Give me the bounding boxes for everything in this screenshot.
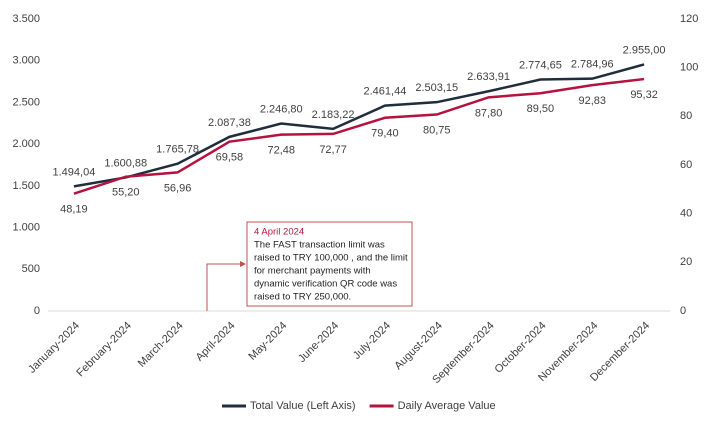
data-label: 2.183,22	[312, 109, 355, 121]
data-label: 2.246,80	[260, 103, 303, 115]
data-label: 2.774,65	[519, 59, 562, 71]
x-tick-label: June-2024	[296, 320, 341, 365]
annotation: 4 April 2024 The FAST transaction limit …	[206, 221, 413, 311]
y-tick-label: 2.500	[12, 96, 40, 108]
y-tick-label: 1.000	[12, 221, 40, 233]
y2-tick-label: 40	[680, 208, 692, 220]
y2-tick-label: 20	[680, 256, 692, 268]
x-tick-label: May-2024	[246, 320, 289, 363]
y2-tick-label: 0	[680, 305, 686, 317]
y-tick-label: 3.500	[12, 13, 40, 25]
annotation-arrow	[240, 261, 246, 267]
x-tick-label: April-2024	[194, 320, 238, 364]
x-tick-label: July-2024	[351, 320, 393, 362]
x-tick-label: January-2024	[26, 320, 82, 376]
data-label: 2.955,00	[623, 44, 666, 56]
data-label: 92,83	[578, 95, 606, 107]
data-label: 72,48	[267, 145, 295, 157]
annotation-box	[246, 221, 413, 307]
legend-label: Total Value (Left Axis)	[250, 400, 356, 412]
data-label: 1.765,78	[156, 144, 199, 156]
x-tick-label: March-2024	[136, 320, 186, 370]
y-tick-label: 0	[34, 305, 40, 317]
data-label: 1.494,04	[53, 166, 96, 178]
y-tick-label: 500	[22, 263, 40, 275]
series-line	[73, 77, 645, 195]
data-label: 56,96	[164, 182, 192, 194]
y2-tick-label: 60	[680, 159, 692, 171]
data-label: 48,19	[60, 204, 88, 216]
annotation-text: The FAST transaction limit was	[254, 240, 385, 251]
x-tick-label: August-2024	[392, 320, 445, 373]
data-label: 95,32	[630, 89, 658, 101]
data-label: 80,75	[423, 124, 451, 136]
x-tick-label: October-2024	[493, 320, 549, 376]
series-line	[73, 63, 645, 188]
data-label: 2.461,44	[364, 86, 407, 98]
y2-tick-label: 100	[680, 62, 698, 74]
data-label: 55,20	[112, 187, 140, 199]
data-label: 2.633,91	[467, 71, 510, 83]
annotation-text: for merchant payments with	[254, 266, 371, 277]
y-tick-label: 3.000	[12, 55, 40, 67]
annotation-text: raised to TRY 250,000.	[254, 292, 351, 303]
data-label: 1.600,88	[104, 157, 147, 169]
data-label: 2.087,38	[208, 117, 251, 129]
x-tick-label: February-2024	[74, 320, 134, 380]
annotation-title: 4 April 2024	[254, 227, 304, 238]
data-label: 72,77	[319, 144, 347, 156]
y-tick-label: 1.500	[12, 180, 40, 192]
data-label: 89,50	[527, 103, 555, 115]
legend-label: Daily Average Value	[398, 400, 496, 412]
data-label: 69,58	[216, 152, 244, 164]
data-label: 2.503,15	[415, 82, 458, 94]
data-label: 2.784,96	[571, 59, 614, 71]
y2-tick-label: 120	[680, 13, 698, 25]
annotation-text: dynamic verification QR code was	[254, 279, 397, 290]
data-label: 79,40	[371, 128, 399, 140]
data-label: 87,80	[475, 107, 503, 119]
annotation-connector	[206, 263, 242, 311]
y2-tick-label: 80	[680, 110, 692, 122]
y-tick-label: 2.000	[12, 138, 40, 150]
annotation-text: raised to TRY 100,000 , and the limit	[254, 253, 408, 264]
